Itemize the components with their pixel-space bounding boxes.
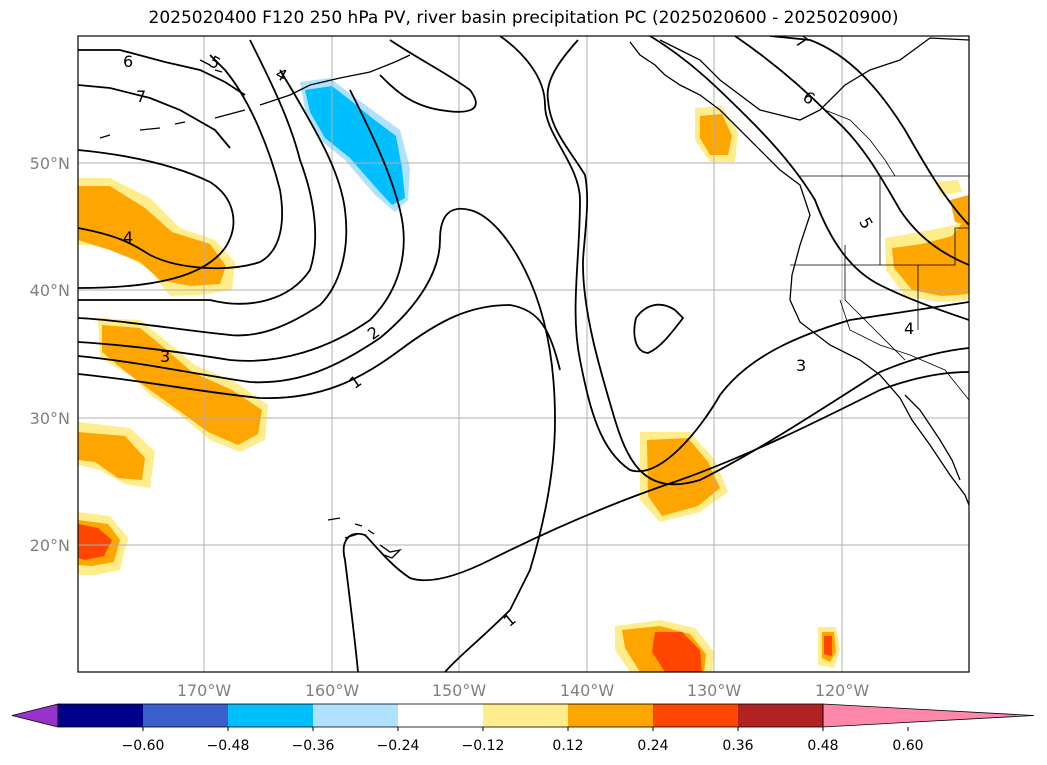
colorbar-tick-label: −0.12 (462, 738, 505, 754)
colorbar-segment (398, 704, 483, 727)
contour-label: 4 (904, 319, 914, 338)
colorbar-tick-label: −0.36 (292, 738, 335, 754)
colorbar-tick-label: 0.48 (807, 738, 838, 754)
lat-label: 50°N (30, 154, 70, 173)
colorbar-segment (653, 704, 738, 727)
contour-label: 7 (136, 87, 146, 106)
colorbar-tick-label: −0.60 (122, 738, 165, 754)
contour-label: 4 (123, 228, 133, 247)
lon-label: 140°W (560, 681, 615, 700)
coastlines (99, 37, 969, 559)
map-title: 2025020400 F120 250 hPa PV, river basin … (148, 8, 899, 28)
longitude-labels: 170°W 160°W 150°W 140°W 130°W 120°W (177, 681, 870, 700)
colorbar-segment (483, 704, 568, 727)
colorbar-segment (313, 704, 398, 727)
lon-label: 170°W (177, 681, 232, 700)
political-borders (790, 109, 969, 401)
lat-label: 40°N (30, 281, 70, 300)
colorbar: −0.60 −0.48 −0.36 −0.24 −0.12 0.12 0.24 0.36 0.4… (11, 703, 1035, 754)
gridlines (78, 36, 969, 672)
colorbar-tick-label: 0.12 (552, 738, 583, 754)
colorbar-segment (143, 704, 228, 727)
lon-label: 160°W (305, 681, 360, 700)
map-frame (77, 35, 970, 673)
lon-label: 130°W (687, 681, 742, 700)
contour-label: 6 (123, 52, 133, 71)
colorbar-segment (738, 704, 823, 727)
colorbar-frame (57, 703, 824, 728)
lat-label: 30°N (30, 409, 70, 428)
lon-label: 120°W (815, 681, 870, 700)
colorbar-segment (58, 704, 143, 727)
colorbar-tick-label: 0.24 (637, 738, 668, 754)
colorbar-tick-label: −0.24 (377, 738, 420, 754)
colorbar-tick-label: 0.36 (722, 738, 753, 754)
lon-label: 150°W (432, 681, 487, 700)
map-area: 6 7 5 4 4 3 2 1 1 3 4 5 6 7 (78, 36, 969, 672)
pv-contours (78, 36, 969, 672)
colorbar-extend-high (822, 703, 1035, 728)
colorbar-segment (228, 704, 313, 727)
contour-label: 3 (160, 347, 170, 366)
colorbar-extend-low (11, 703, 59, 728)
colorbar-segment (568, 704, 653, 727)
colorbar-tick-label: −0.48 (207, 738, 250, 754)
colorbar-tick-label: 0.60 (892, 738, 923, 754)
latitude-labels: 50°N 40°N 30°N 20°N (30, 154, 70, 555)
precip-shading (78, 78, 969, 672)
contour-label: 3 (796, 356, 806, 375)
lat-label: 20°N (30, 536, 70, 555)
